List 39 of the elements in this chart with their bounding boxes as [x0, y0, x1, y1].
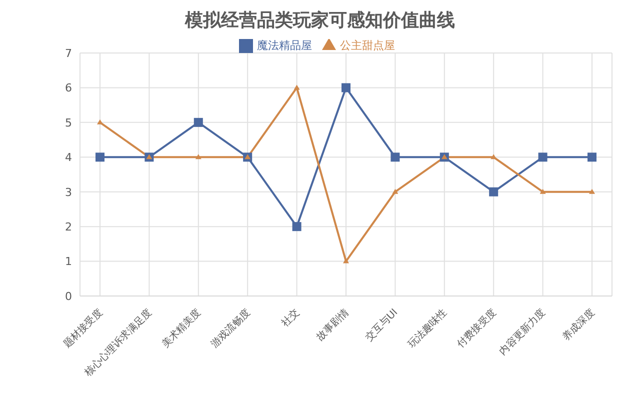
- y-tick-label: 6: [65, 82, 72, 95]
- point: [342, 83, 350, 92]
- point: [589, 188, 595, 194]
- legend-label: 魔法精品屋: [257, 39, 312, 52]
- y-tick-label: 5: [65, 116, 72, 130]
- point: [390, 152, 400, 162]
- y-tick-label: 0: [65, 290, 72, 303]
- point: [489, 187, 498, 196]
- point: [96, 152, 104, 162]
- x-tick-label: 内容更新力度: [496, 306, 548, 358]
- x-tick-label: 付费接受度: [454, 306, 499, 350]
- y-tick-label: 7: [65, 46, 72, 60]
- y-tick-label: 3: [65, 186, 72, 199]
- x-tick-label: 美术精美度: [160, 306, 204, 350]
- point: [146, 154, 152, 160]
- point: [97, 119, 103, 124]
- point: [540, 188, 546, 194]
- point: [194, 118, 203, 127]
- legend-label: 公主甜点屋: [340, 39, 395, 52]
- x-tick-label: 养成深度: [560, 306, 597, 344]
- point: [588, 152, 596, 162]
- point: [195, 154, 202, 160]
- x-tick-label: 题材接受度: [61, 306, 105, 350]
- chart-title: 模拟经营品类玩家可感知价值曲线: [184, 9, 456, 33]
- x-tick-label: 故事剧情: [314, 306, 351, 344]
- y-tick-label: 1: [65, 255, 72, 268]
- y-tick-label: 2: [65, 220, 72, 234]
- y-tick-label: 4: [65, 151, 72, 164]
- x-tick-label: 社交: [279, 306, 302, 330]
- x-tick-label: 交互与UI: [363, 306, 400, 344]
- x-tick-label: 玩法趣味性: [406, 306, 450, 350]
- point: [294, 84, 300, 90]
- point: [292, 222, 302, 232]
- point: [392, 188, 398, 194]
- point: [538, 152, 548, 162]
- point: [244, 154, 251, 160]
- point: [343, 258, 349, 264]
- point: [441, 154, 448, 160]
- x-tick-label: 游戏流畅度: [208, 306, 253, 350]
